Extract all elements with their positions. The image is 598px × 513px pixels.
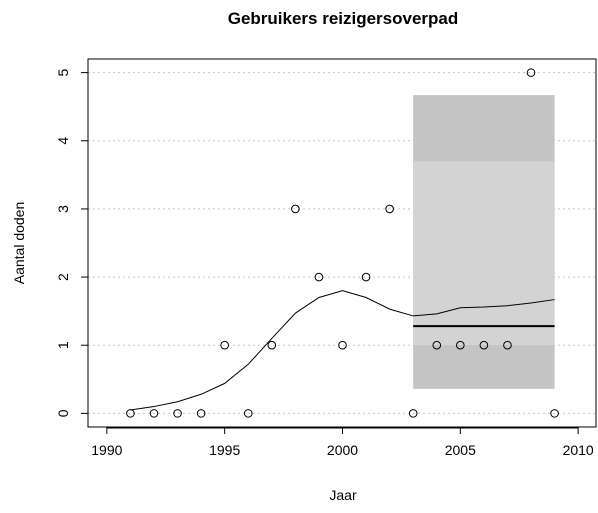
data-point [408,409,418,418]
data-point [173,409,182,418]
band [413,161,555,346]
chart-title: Gebruikers reizigersoverpad [228,9,459,28]
data-point [385,204,394,214]
data-point [550,409,559,418]
data-point [338,340,347,350]
data-point [314,272,324,282]
y-tick-label: 3 [55,205,71,213]
x-tick-label: 2005 [445,442,476,458]
x-tick-label: 1990 [91,442,122,458]
data-point [456,340,465,350]
y-tick-label: 2 [55,273,71,281]
y-tick-label: 4 [55,137,71,145]
data-point [126,409,135,418]
data-point [503,340,512,350]
x-axis-label: Jaar [329,487,357,503]
data-point [196,409,206,418]
data-point [479,340,489,350]
x-tick-label: 1995 [209,442,240,458]
data-point [267,340,277,350]
y-tick-label: 5 [55,69,71,77]
data-point [149,409,159,418]
data-point [243,409,253,418]
data-point [432,340,442,350]
y-tick-label: 0 [55,409,71,417]
data-point [361,272,371,282]
y-tick-label: 1 [55,341,71,349]
x-tick-label: 2000 [327,442,358,458]
data-point [220,340,229,350]
data-point [291,204,300,214]
y-axis-label: Aantal doden [11,202,27,285]
trend-line [130,290,555,411]
data-point [526,68,536,77]
x-tick-label: 2010 [563,442,594,458]
